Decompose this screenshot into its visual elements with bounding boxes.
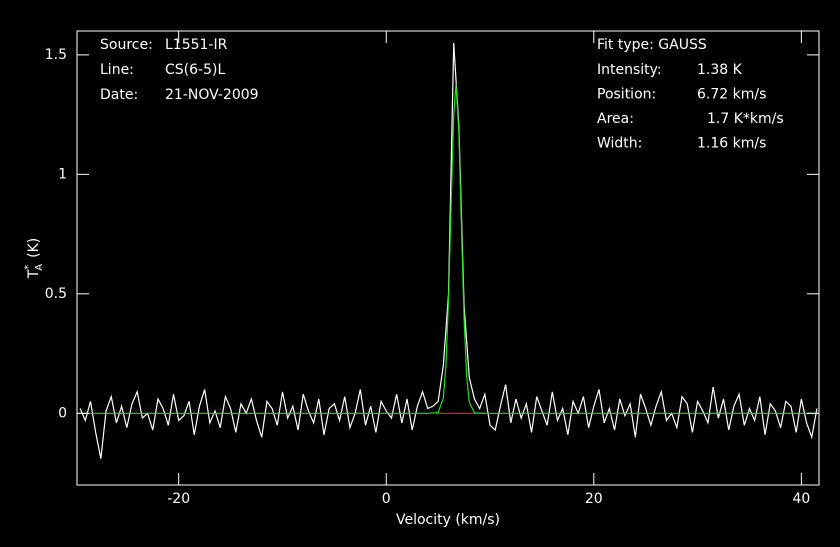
fit-label: Width:	[597, 136, 642, 152]
axes-frame	[76, 30, 820, 486]
y-label-sub: A	[34, 264, 45, 271]
fit-value: 1.7 K*km/s	[707, 111, 784, 127]
x-tick-label: 20	[585, 491, 603, 507]
fit-label: Intensity:	[597, 62, 662, 78]
fit-label: Area:	[597, 111, 634, 127]
x-axis-label: Velocity (km/s)	[396, 512, 500, 528]
y-tick-label: 1.5	[45, 47, 67, 63]
fit-title: Fit type: GAUSS	[597, 37, 707, 53]
y-tick-label: 0.5	[45, 286, 67, 302]
fit-value: 1.38 K	[697, 62, 743, 78]
x-tick-label: 0	[382, 491, 391, 507]
y-axis-label: T*A (K)	[23, 238, 45, 280]
fit-label: Position:	[597, 87, 656, 103]
fit-value: 1.16 km/s	[697, 136, 766, 152]
x-tick-label: -20	[167, 491, 190, 507]
annotation-value: 21-NOV-2009	[165, 87, 259, 103]
y-tick-label: 1	[58, 166, 67, 182]
annotation-value: CS(6-5)L	[165, 62, 225, 78]
y-tick-label: 0	[58, 405, 67, 421]
annotation-label: Source:	[100, 37, 153, 53]
y-label-base: T	[26, 269, 42, 279]
plot-area	[77, 42, 819, 459]
series-line	[77, 83, 819, 414]
y-label-unit: (K)	[26, 238, 42, 258]
y-label-sup: *	[23, 265, 34, 270]
fit-value: 6.72 km/s	[697, 87, 766, 103]
annotation-label: Line:	[100, 62, 134, 78]
x-tick-label: 40	[792, 491, 810, 507]
annotation-label: Date:	[100, 87, 138, 103]
annotation-value: L1551-IR	[165, 37, 228, 53]
